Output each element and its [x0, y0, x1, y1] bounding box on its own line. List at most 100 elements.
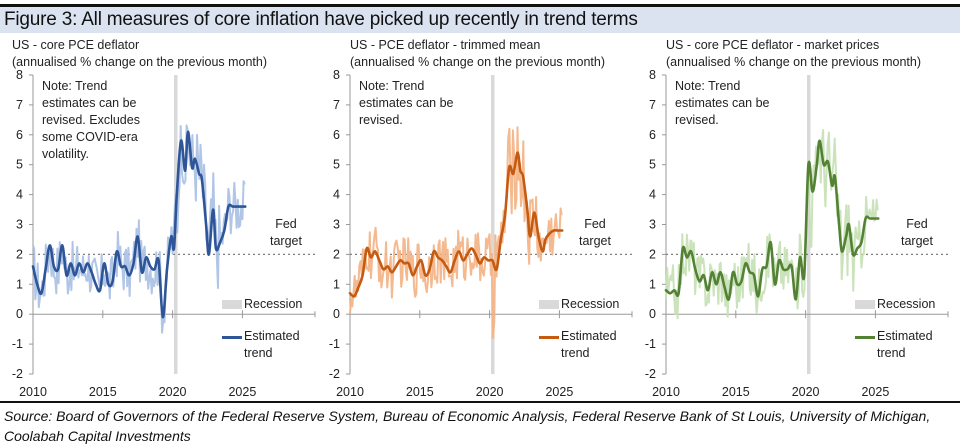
- note-line: estimates can be: [675, 96, 770, 110]
- y-tick-label: 0: [16, 307, 23, 321]
- chart-legend: Recession Estimated trend: [222, 296, 302, 362]
- chart-subtitle: (annualised % change on the previous mon…: [350, 55, 606, 69]
- y-tick-label: 4: [649, 188, 656, 202]
- chart-title-text: US - PCE deflator - trimmed mean: [350, 38, 541, 52]
- note-line: revised.: [675, 113, 719, 127]
- x-tick-label: 2020: [476, 385, 504, 399]
- y-tick-label: 1: [649, 277, 656, 291]
- note-line: Note: Trend: [675, 79, 741, 93]
- x-tick-label: 2020: [792, 385, 820, 399]
- panel-core-pce: US - core PCE deflator (annualised % chan…: [0, 34, 320, 400]
- recession-band: [491, 75, 495, 374]
- y-tick-label: -2: [645, 367, 656, 381]
- y-tick-label: 3: [333, 218, 340, 232]
- y-tick-label: 2: [649, 247, 656, 261]
- note-line: revised. Excludes: [42, 113, 140, 127]
- y-tick-label: -1: [645, 337, 656, 351]
- chart-title-text: US - core PCE deflator: [12, 38, 140, 52]
- fed-target-label: Fed target: [270, 216, 302, 250]
- fed-target-label: Fed target: [579, 216, 611, 250]
- note-line: Note: Trend: [359, 79, 425, 93]
- chart-svg: 8 7 6 5 4 3 2 1 0 -1 -2 2010 2015 2020 2025: [329, 68, 633, 399]
- legend-label-recession: Recession: [244, 297, 303, 311]
- y-tick-label: 1: [333, 277, 340, 291]
- legend-item-recession: Recession: [539, 296, 619, 313]
- y-tick-label: 2: [16, 247, 23, 261]
- legend-label-recession: Recession: [877, 297, 936, 311]
- y-tick-label: 4: [333, 188, 340, 202]
- y-tick-label: 3: [16, 218, 23, 232]
- note-line: estimates can be: [42, 96, 137, 110]
- legend-swatch-trend: [855, 336, 875, 339]
- legend-label-trend: Estimated trend: [877, 329, 933, 360]
- legend-item-recession: Recession: [222, 296, 302, 313]
- fed-target-label-line: target: [270, 234, 302, 248]
- legend-item-trend: Estimated trend: [222, 328, 302, 362]
- trend-line: [31, 130, 247, 319]
- recession-band: [807, 75, 811, 374]
- y-tick-label: 8: [16, 68, 23, 82]
- fed-target-label-line: Fed: [275, 217, 297, 231]
- legend-swatch-recession: [539, 300, 559, 309]
- bottom-rule: [0, 401, 960, 403]
- fed-target-label-line: target: [901, 234, 933, 248]
- fed-target-label-line: Fed: [906, 217, 928, 231]
- note-line: revised.: [359, 113, 403, 127]
- panel-trimmed-mean: US - PCE deflator - trimmed mean (annuali…: [317, 34, 637, 400]
- fed-target-label-line: target: [579, 234, 611, 248]
- chart-title: US - PCE deflator - trimmed mean (annuali…: [350, 37, 605, 71]
- y-tick-label: 7: [649, 98, 656, 112]
- y-tick-label: 6: [649, 128, 656, 142]
- legend-swatch-recession: [855, 300, 875, 309]
- legend-label-trend: Estimated trend: [244, 329, 300, 360]
- y-tick-label: 8: [333, 68, 340, 82]
- chart-note: Note: Trend estimates can be revised.: [359, 78, 454, 129]
- x-tick-label: 2025: [545, 385, 573, 399]
- x-tick-label: 2010: [19, 385, 47, 399]
- x-tick-label: 2010: [652, 385, 680, 399]
- figure-title: Figure 3: All measures of core inflation…: [4, 9, 638, 30]
- legend-item-trend: Estimated trend: [855, 328, 935, 362]
- chart-subtitle: (annualised % change on the previous mon…: [12, 55, 268, 69]
- y-tick-label: 8: [649, 68, 656, 82]
- top-rule: [0, 4, 960, 7]
- x-tick-label: 2015: [722, 385, 750, 399]
- chart-note: Note: Trend estimates can be revised. Excl…: [42, 78, 140, 163]
- chart-title: US - core PCE deflator - market prices (a…: [666, 37, 921, 71]
- note-line: some COVID-era: [42, 130, 138, 144]
- y-tick-label: 0: [649, 307, 656, 321]
- y-tick-label: 7: [16, 98, 23, 112]
- trend-line: [664, 139, 880, 301]
- monthly-series-line: [32, 124, 246, 334]
- y-tick-label: 6: [16, 128, 23, 142]
- x-tick-label: 2020: [159, 385, 187, 399]
- fed-target-label: Fed target: [901, 216, 933, 250]
- chart-legend: Recession Estimated trend: [855, 296, 935, 362]
- y-tick-label: 5: [333, 158, 340, 172]
- fed-target-label-line: Fed: [584, 217, 606, 231]
- panel-market-prices: US - core PCE deflator - market prices (a…: [633, 34, 953, 400]
- y-tick-label: 1: [16, 277, 23, 291]
- legend-label-trend: Estimated trend: [561, 329, 617, 360]
- x-tick-label: 2025: [228, 385, 256, 399]
- legend-item-recession: Recession: [855, 296, 935, 313]
- chart-subtitle: (annualised % change on the previous mon…: [666, 55, 922, 69]
- y-tick-label: 0: [333, 307, 340, 321]
- legend-label-recession: Recession: [561, 297, 620, 311]
- source-note: Source: Board of Governors of the Federa…: [4, 408, 931, 444]
- y-tick-label: 4: [16, 188, 23, 202]
- y-tick-label: 6: [333, 128, 340, 142]
- x-tick-label: 2015: [406, 385, 434, 399]
- chart-title: US - core PCE deflator (annualised % chan…: [12, 37, 267, 71]
- x-tick-label: 2015: [89, 385, 117, 399]
- chart-note: Note: Trend estimates can be revised.: [675, 78, 770, 129]
- x-tick-label: 2025: [861, 385, 889, 399]
- y-tick-label: -2: [12, 367, 23, 381]
- y-tick-label: 5: [649, 158, 656, 172]
- figure-title-bar: Figure 3: All measures of core inflation…: [0, 7, 960, 33]
- y-tick-label: 7: [333, 98, 340, 112]
- note-line: volatility.: [42, 147, 90, 161]
- monthly-series-line: [665, 129, 879, 320]
- chart-title-text: US - core PCE deflator - market prices: [666, 38, 880, 52]
- y-tick-label: -1: [12, 337, 23, 351]
